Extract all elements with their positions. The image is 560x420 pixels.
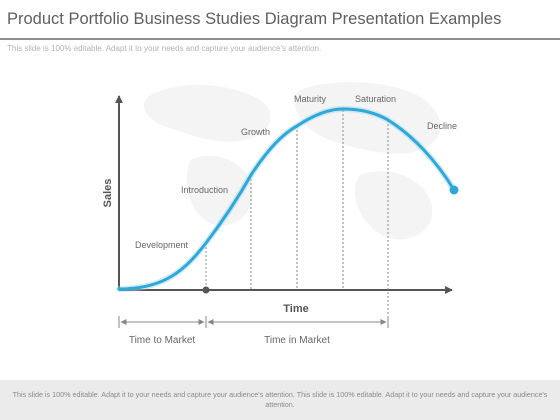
stage-label-introduction: Introduction <box>181 185 228 195</box>
title-divider <box>0 38 560 40</box>
stage-dividers <box>205 110 389 324</box>
stage-label-growth: Growth <box>241 127 270 137</box>
span-label-time-in-market: Time in Market <box>264 335 330 346</box>
market-entry-dot <box>202 286 210 294</box>
stage-label-maturity: Maturity <box>294 94 327 104</box>
slide-title: Product Portfolio Business Studies Diagr… <box>7 10 502 28</box>
life-cycle-curve <box>117 107 456 291</box>
curve-end-dot <box>449 185 459 195</box>
stage-label-decline: Decline <box>427 121 457 131</box>
span-label-time-to-market: Time to Market <box>129 335 196 346</box>
stage-label-saturation: Saturation <box>355 94 396 104</box>
footer-bar <box>0 380 560 420</box>
stage-label-development: Development <box>135 240 189 250</box>
footer-text: This slide is 100% editable. Adapt it to… <box>12 390 548 409</box>
time-span-markers <box>118 316 389 328</box>
background-world-map <box>143 81 441 240</box>
y-axis-label: Sales <box>102 179 114 208</box>
x-axis-label: Time <box>283 303 308 315</box>
slide-subtitle: This slide is 100% editable. Adapt it to… <box>7 44 322 53</box>
